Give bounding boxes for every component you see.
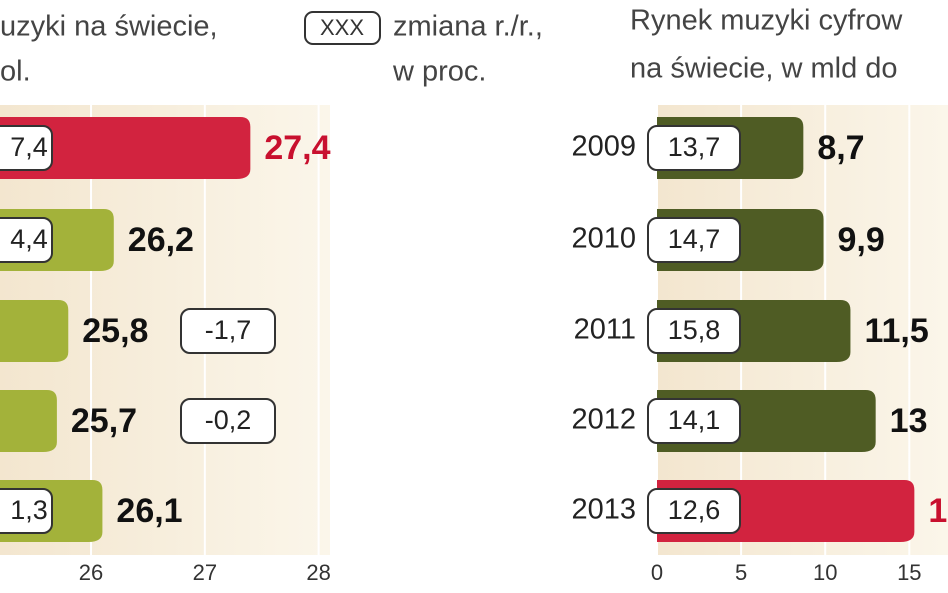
- label-box: [0, 217, 53, 263]
- value-label: 11,5: [864, 312, 928, 350]
- title: na świecie, w mld do: [630, 53, 898, 85]
- box-label: 14,7: [668, 224, 721, 254]
- x-tick-label: 27: [193, 560, 217, 585]
- title: Rynek muzyki cyfrow: [630, 5, 903, 37]
- value-label: 25,7: [71, 402, 137, 440]
- value-label: 9,9: [838, 221, 885, 259]
- box-label: 1,3: [10, 495, 48, 525]
- legend-box-label: XXX: [320, 15, 364, 40]
- bar: [0, 300, 69, 362]
- box-label: 4,4: [10, 224, 48, 254]
- legend-text: w proc.: [392, 56, 486, 88]
- y-tick-label: 2009: [571, 131, 636, 163]
- value-label: 26,1: [116, 492, 182, 530]
- change-label: -1,7: [205, 315, 252, 345]
- x-tick-label: 26: [79, 560, 103, 585]
- title: ol.: [0, 56, 31, 88]
- label-box: [647, 488, 741, 534]
- label-box: [647, 125, 741, 171]
- value-label: 1: [928, 492, 947, 530]
- x-tick-label: 28: [306, 560, 330, 585]
- x-tick-label: 15: [897, 560, 921, 585]
- change-box: [180, 398, 276, 444]
- box-label: 7,4: [10, 132, 48, 162]
- value-label: 13: [890, 402, 928, 440]
- change-box: [180, 308, 276, 354]
- value-label: 8,7: [817, 129, 864, 167]
- x-tick-label: 5: [735, 560, 747, 585]
- label-box: [647, 217, 741, 263]
- change-label: -0,2: [205, 405, 252, 435]
- label-box: [0, 125, 53, 171]
- title: uzyki na świecie,: [0, 11, 218, 43]
- box-label: 14,1: [668, 405, 721, 435]
- box-label: 12,6: [668, 495, 721, 525]
- y-tick-label: 2010: [571, 223, 636, 255]
- y-tick-label: 2011: [574, 314, 636, 346]
- legend-box: [304, 11, 381, 45]
- bar: [0, 117, 251, 179]
- x-tick-label: 10: [813, 560, 837, 585]
- label-box: [647, 308, 741, 354]
- x-tick-label: 0: [651, 560, 663, 585]
- label-box: [647, 398, 741, 444]
- box-label: 15,8: [668, 315, 721, 345]
- value-label: 25,8: [82, 312, 148, 350]
- label-box: [0, 488, 53, 534]
- value-label: 27,4: [264, 129, 330, 167]
- value-label: 26,2: [128, 221, 194, 259]
- legend-text: zmiana r./r.,: [393, 11, 543, 43]
- y-tick-label: 2013: [571, 494, 636, 526]
- box-label: 13,7: [668, 132, 721, 162]
- y-tick-label: 2012: [571, 404, 636, 436]
- bar: [0, 390, 57, 452]
